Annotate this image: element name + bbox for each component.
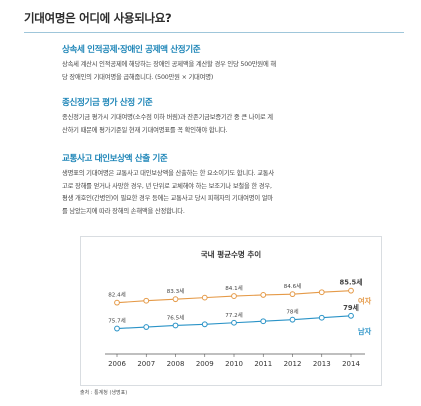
section-traffic-accident: 교통사고 대인보상액 산출 기준 생명표의 기대여명은 교통사고 대인보상액을 … xyxy=(62,152,400,218)
x-tick-label: 2013 xyxy=(313,360,331,368)
x-tick-label: 2014 xyxy=(342,360,360,368)
x-tick-label: 2008 xyxy=(167,360,185,368)
data-point xyxy=(289,291,296,298)
data-point xyxy=(143,324,150,330)
section-life-annuity: 종신정기금 평가 산정 기준 종신정기금 평가시 기대여명(소수점 이하 버림)… xyxy=(62,96,400,137)
section-body: 생명표의 기대여명은 교통사고 대인보상액을 산출하는 한 요소이기도 합니다.… xyxy=(62,168,400,218)
source-note: 출처 : 통계청 (생명표) xyxy=(80,390,128,396)
x-tick-label: 2012 xyxy=(284,360,302,368)
data-label: 75.7세 xyxy=(108,317,126,325)
x-tick-label: 2009 xyxy=(196,360,214,368)
data-label: 78세 xyxy=(286,308,298,316)
x-tick-label: 2010 xyxy=(225,360,243,368)
data-point xyxy=(231,319,237,326)
x-tick-label: 2007 xyxy=(137,360,155,368)
title-divider xyxy=(24,32,404,33)
data-point xyxy=(114,325,120,332)
data-label: 85.5세 xyxy=(339,278,362,287)
data-point xyxy=(172,322,179,329)
data-point xyxy=(201,321,208,328)
x-axis: 2006 2007 2008 2009 2010 2011 2012 2013 2014 xyxy=(105,353,365,368)
series-label: 남자 xyxy=(358,327,372,336)
data-point xyxy=(348,312,354,319)
data-point xyxy=(348,287,354,294)
body-line: 산하기 때문에 평가기준일 현재 기대여명표를 꼭 확인해야 합니다. xyxy=(62,126,228,134)
section-body: 상속세 계산시 인적공제에 해당하는 장애인 공제액을 계산할 경우 인당 50… xyxy=(62,59,400,84)
data-point xyxy=(289,316,296,323)
body-line: 종신정기금 평가시 기대여명(소수점 이하 버림)과 잔존기금보증기간 중 큰 … xyxy=(62,114,273,121)
data-point xyxy=(231,293,237,299)
x-tick-label: 2006 xyxy=(108,360,126,368)
body-line: 고로 장해를 얻거나 사망한 경우, 년 단위로 교체해야 하는 보조기나 보철… xyxy=(62,182,272,190)
body-line: 생명표의 기대여명은 교통사고 대인보상액을 산출하는 한 요소이기도 합니다.… xyxy=(62,170,274,177)
data-point xyxy=(318,289,325,296)
data-label: 76.5세 xyxy=(167,313,185,321)
data-point xyxy=(114,299,120,306)
data-label: 83.3세 xyxy=(167,287,185,295)
data-label: 77.2세 xyxy=(225,311,243,319)
data-point xyxy=(172,296,179,303)
section-heading: 상속세 인적공제·장애인 공제액 산정기준 xyxy=(62,45,201,55)
data-point xyxy=(201,294,208,301)
data-label: 79세 xyxy=(343,303,359,312)
series-label: 여자 xyxy=(358,297,372,306)
data-point xyxy=(143,297,150,304)
page-title: 기대여명은 어디에 사용되나요? xyxy=(24,11,172,25)
life-expectancy-chart: 국내 평균수명 추이 2006 2007 2008 2009 2010 2011 2012 2… xyxy=(80,236,382,386)
body-line: 당 장애인의 기대여명을 곱해줍니다. (500만원 × 기대여명) xyxy=(62,73,214,81)
body-line: 평생 개호인(간병인)이 필요한 경우 등에는 교통사고 당시 피해자의 기대여… xyxy=(62,195,273,202)
section-body: 종신정기금 평가시 기대여명(소수점 이하 버림)과 잔존기금보증기간 중 큰 … xyxy=(62,112,400,137)
data-point xyxy=(260,292,267,298)
section-heading: 교통사고 대인보상액 산출 기준 xyxy=(62,154,168,164)
data-label: 84.6세 xyxy=(284,282,302,290)
x-tick-label: 2011 xyxy=(254,360,272,368)
data-label: 84.1세 xyxy=(225,284,243,292)
data-point xyxy=(318,314,325,321)
data-point xyxy=(260,318,267,325)
chart-title: 국내 평균수명 추이 xyxy=(201,249,262,259)
chart-canvas: 국내 평균수명 추이 2006 2007 2008 2009 2010 2011 2012 2… xyxy=(105,249,372,368)
section-heading: 종신정기금 평가 산정 기준 xyxy=(62,98,153,108)
section-inheritance-tax: 상속세 인적공제·장애인 공제액 산정기준 상속세 계산시 인적공제에 해당하는… xyxy=(62,43,400,84)
data-label: 82.4세 xyxy=(108,291,126,299)
body-line: 를 남았는지에 따라 장해의 손해액을 산정합니다. xyxy=(62,207,185,215)
body-line: 상속세 계산시 인적공제에 해당하는 장애인 공제액을 계산할 경우 인당 50… xyxy=(62,61,277,68)
